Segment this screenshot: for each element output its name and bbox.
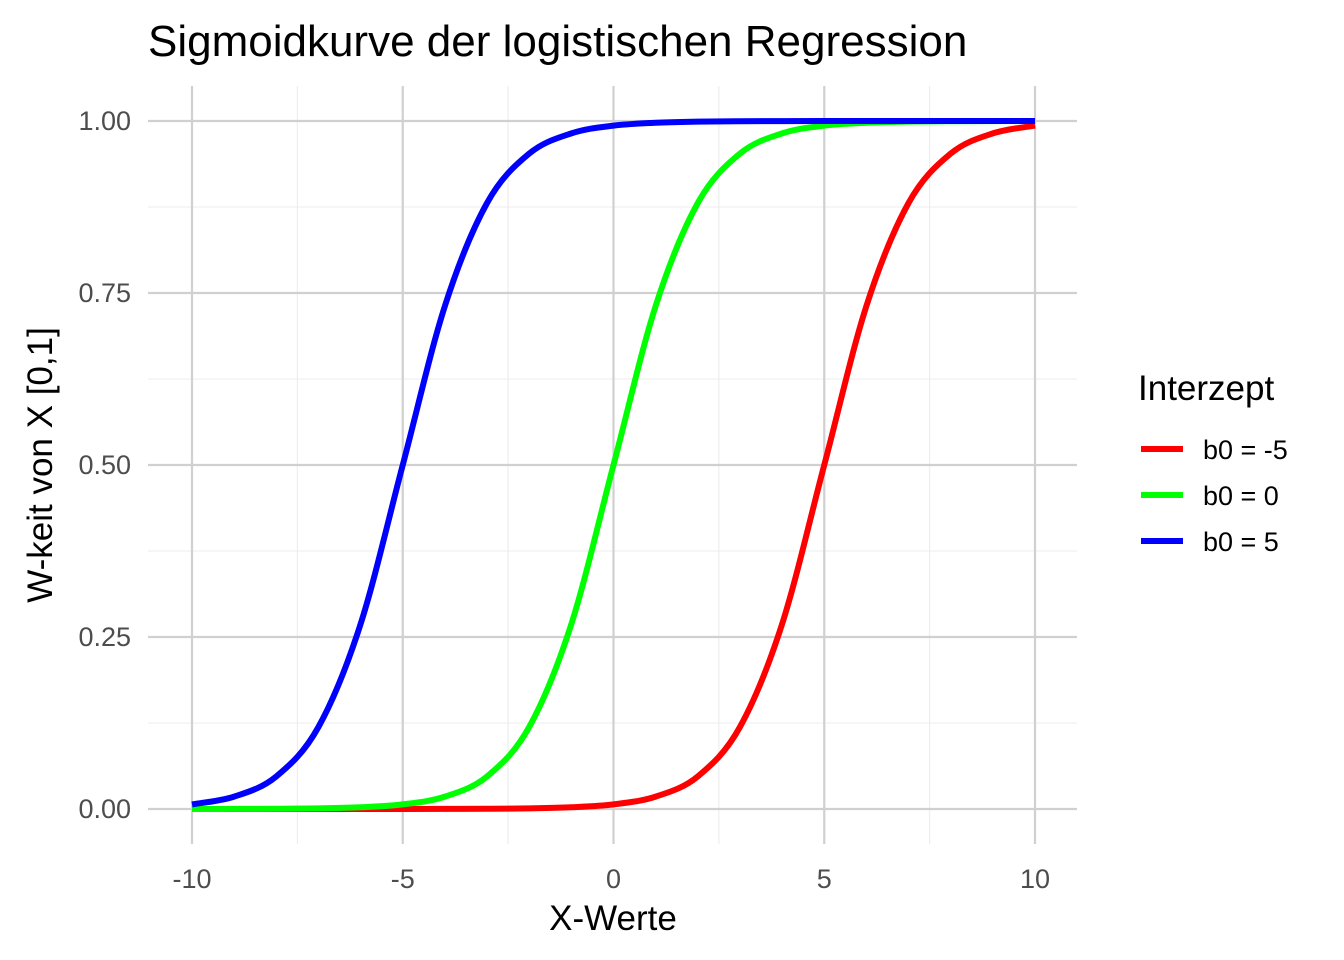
x-tick-label: 0 bbox=[606, 864, 621, 894]
series-lines bbox=[191, 117, 1036, 813]
y-tick-label: 0.25 bbox=[78, 622, 131, 652]
x-axis-title: X-Werte bbox=[549, 899, 677, 938]
legend: Interzept b0 = -5 b0 = 0 b0 = 5 bbox=[1138, 369, 1288, 557]
x-tick-label: 10 bbox=[1020, 864, 1050, 894]
legend-label-1: b0 = 0 bbox=[1203, 481, 1279, 511]
y-axis-title: W-keit von X [0,1] bbox=[21, 327, 60, 603]
series-line-2 bbox=[191, 117, 1035, 808]
x-tick-label: -10 bbox=[172, 864, 211, 894]
legend-label-2: b0 = 5 bbox=[1203, 527, 1279, 557]
x-tick-label: -5 bbox=[391, 864, 415, 894]
legend-label-0: b0 = -5 bbox=[1203, 435, 1288, 465]
x-tick-label: 5 bbox=[817, 864, 832, 894]
x-axis-tick-labels: -10 -5 0 5 10 bbox=[172, 864, 1050, 894]
y-axis-tick-labels: 0.00 0.25 0.50 0.75 1.00 bbox=[78, 106, 131, 824]
y-tick-label: 1.00 bbox=[78, 106, 131, 136]
y-tick-label: 0.00 bbox=[78, 794, 131, 824]
legend-title: Interzept bbox=[1138, 369, 1274, 408]
y-tick-label: 0.50 bbox=[78, 450, 131, 480]
y-tick-label: 0.75 bbox=[78, 278, 131, 308]
chart-title: Sigmoidkurve der logistischen Regression bbox=[148, 17, 967, 66]
